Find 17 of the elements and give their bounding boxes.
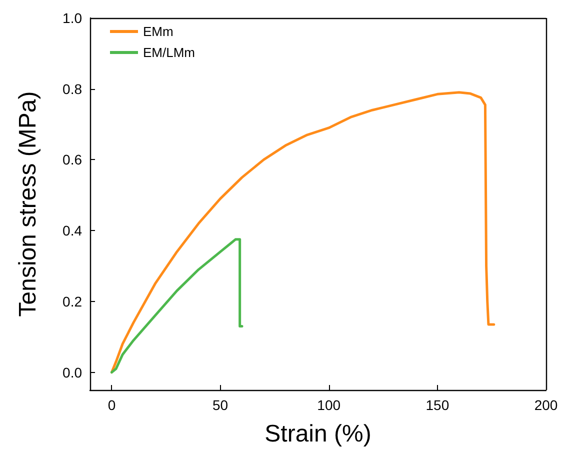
legend-label: EM/LMm	[143, 45, 195, 60]
y-tick-label: 0.0	[62, 364, 82, 380]
y-tick-label: 0.2	[62, 293, 82, 310]
x-tick-label: 50	[212, 397, 228, 413]
y-axis-title: Tension stress (MPa)	[14, 91, 42, 317]
x-tick-label: 200	[534, 397, 558, 413]
y-tick-label: 0.6	[62, 152, 82, 168]
legend-label: EMm	[143, 24, 174, 39]
line-series	[110, 91, 496, 374]
y-tick-label: 0.8	[62, 80, 82, 97]
x-tick-label: 0	[108, 397, 116, 413]
y-tick-label: 1.0	[62, 10, 82, 26]
x-tick-label: 100	[317, 397, 341, 413]
x-tick-label: 150	[426, 397, 450, 413]
y-tick-label: 0.4	[62, 222, 82, 239]
line-series	[110, 238, 244, 374]
x-axis-title: Strain (%)	[264, 420, 372, 448]
